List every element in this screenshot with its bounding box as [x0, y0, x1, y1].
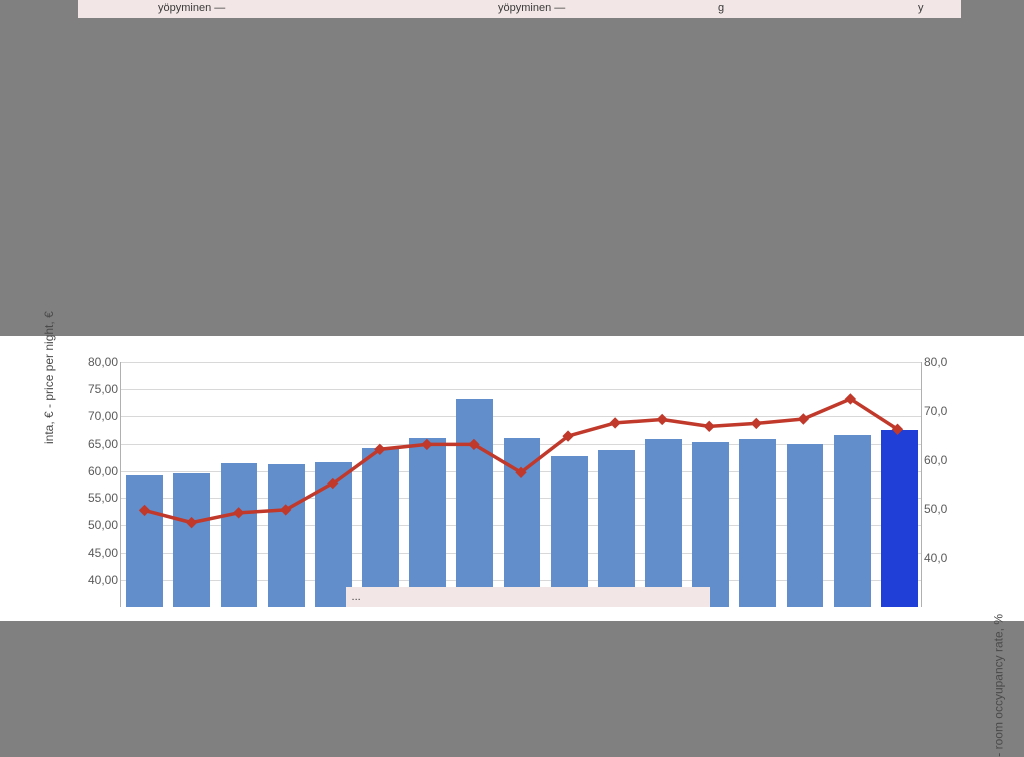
chart-panel: inta, € - price per night, € - room occy… [0, 336, 1024, 621]
line-marker [610, 418, 620, 428]
y-tick-right-label: 40,0 [924, 551, 954, 565]
y-tick-right-label: 70,0 [924, 404, 954, 418]
top-frag-4: y [918, 2, 924, 14]
y-tick-left-label: 45,00 [80, 546, 118, 560]
y-tick-left-label: 75,00 [80, 382, 118, 396]
y-axis-left-label: inta, € - price per night, € [42, 311, 56, 444]
top-frag-2: yöpyminen — [498, 2, 565, 14]
line-marker [422, 439, 432, 449]
top-frag-3: g [718, 2, 724, 14]
y-tick-right-label: 80,0 [924, 355, 954, 369]
plot-area: ... [120, 362, 922, 607]
occupancy-line [145, 399, 898, 523]
top-frag-1: yöpyminen — [158, 2, 225, 14]
line-marker [798, 414, 808, 424]
y-tick-left-label: 70,00 [80, 409, 118, 423]
top-legend-bar: yöpyminen — yöpyminen — g y [78, 0, 961, 18]
y-tick-left-label: 50,00 [80, 518, 118, 532]
y-tick-left-label: 80,00 [80, 355, 118, 369]
y-tick-left-label: 60,00 [80, 464, 118, 478]
line-marker [704, 421, 714, 431]
line-marker [234, 508, 244, 518]
line-marker [657, 415, 667, 425]
line-layer [121, 362, 921, 607]
y-tick-left-label: 65,00 [80, 437, 118, 451]
line-marker [187, 518, 197, 528]
y-tick-left-label: 55,00 [80, 491, 118, 505]
chart-inner: inta, € - price per night, € - room occy… [22, 344, 1002, 621]
y-axis-right-label: - room occyupancy rate, % [992, 614, 1006, 757]
line-marker [140, 505, 150, 515]
line-marker [751, 418, 761, 428]
y-tick-right-label: 50,0 [924, 502, 954, 516]
y-tick-left-label: 40,00 [80, 573, 118, 587]
page-root: yöpyminen — yöpyminen — g y inta, € - pr… [0, 0, 1024, 621]
y-tick-right-label: 60,0 [924, 453, 954, 467]
legend-stub: ... [346, 587, 711, 607]
